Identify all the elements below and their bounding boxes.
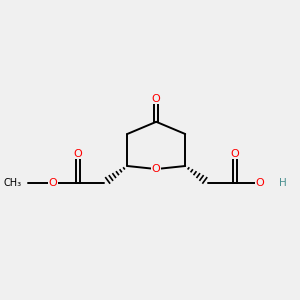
Text: O: O <box>256 178 264 188</box>
Text: O: O <box>230 149 239 159</box>
Text: O: O <box>152 164 161 174</box>
Text: O: O <box>74 149 82 159</box>
Text: O: O <box>48 178 57 188</box>
Text: CH₃: CH₃ <box>4 178 22 188</box>
Text: H: H <box>279 178 286 188</box>
Text: O: O <box>152 94 161 104</box>
